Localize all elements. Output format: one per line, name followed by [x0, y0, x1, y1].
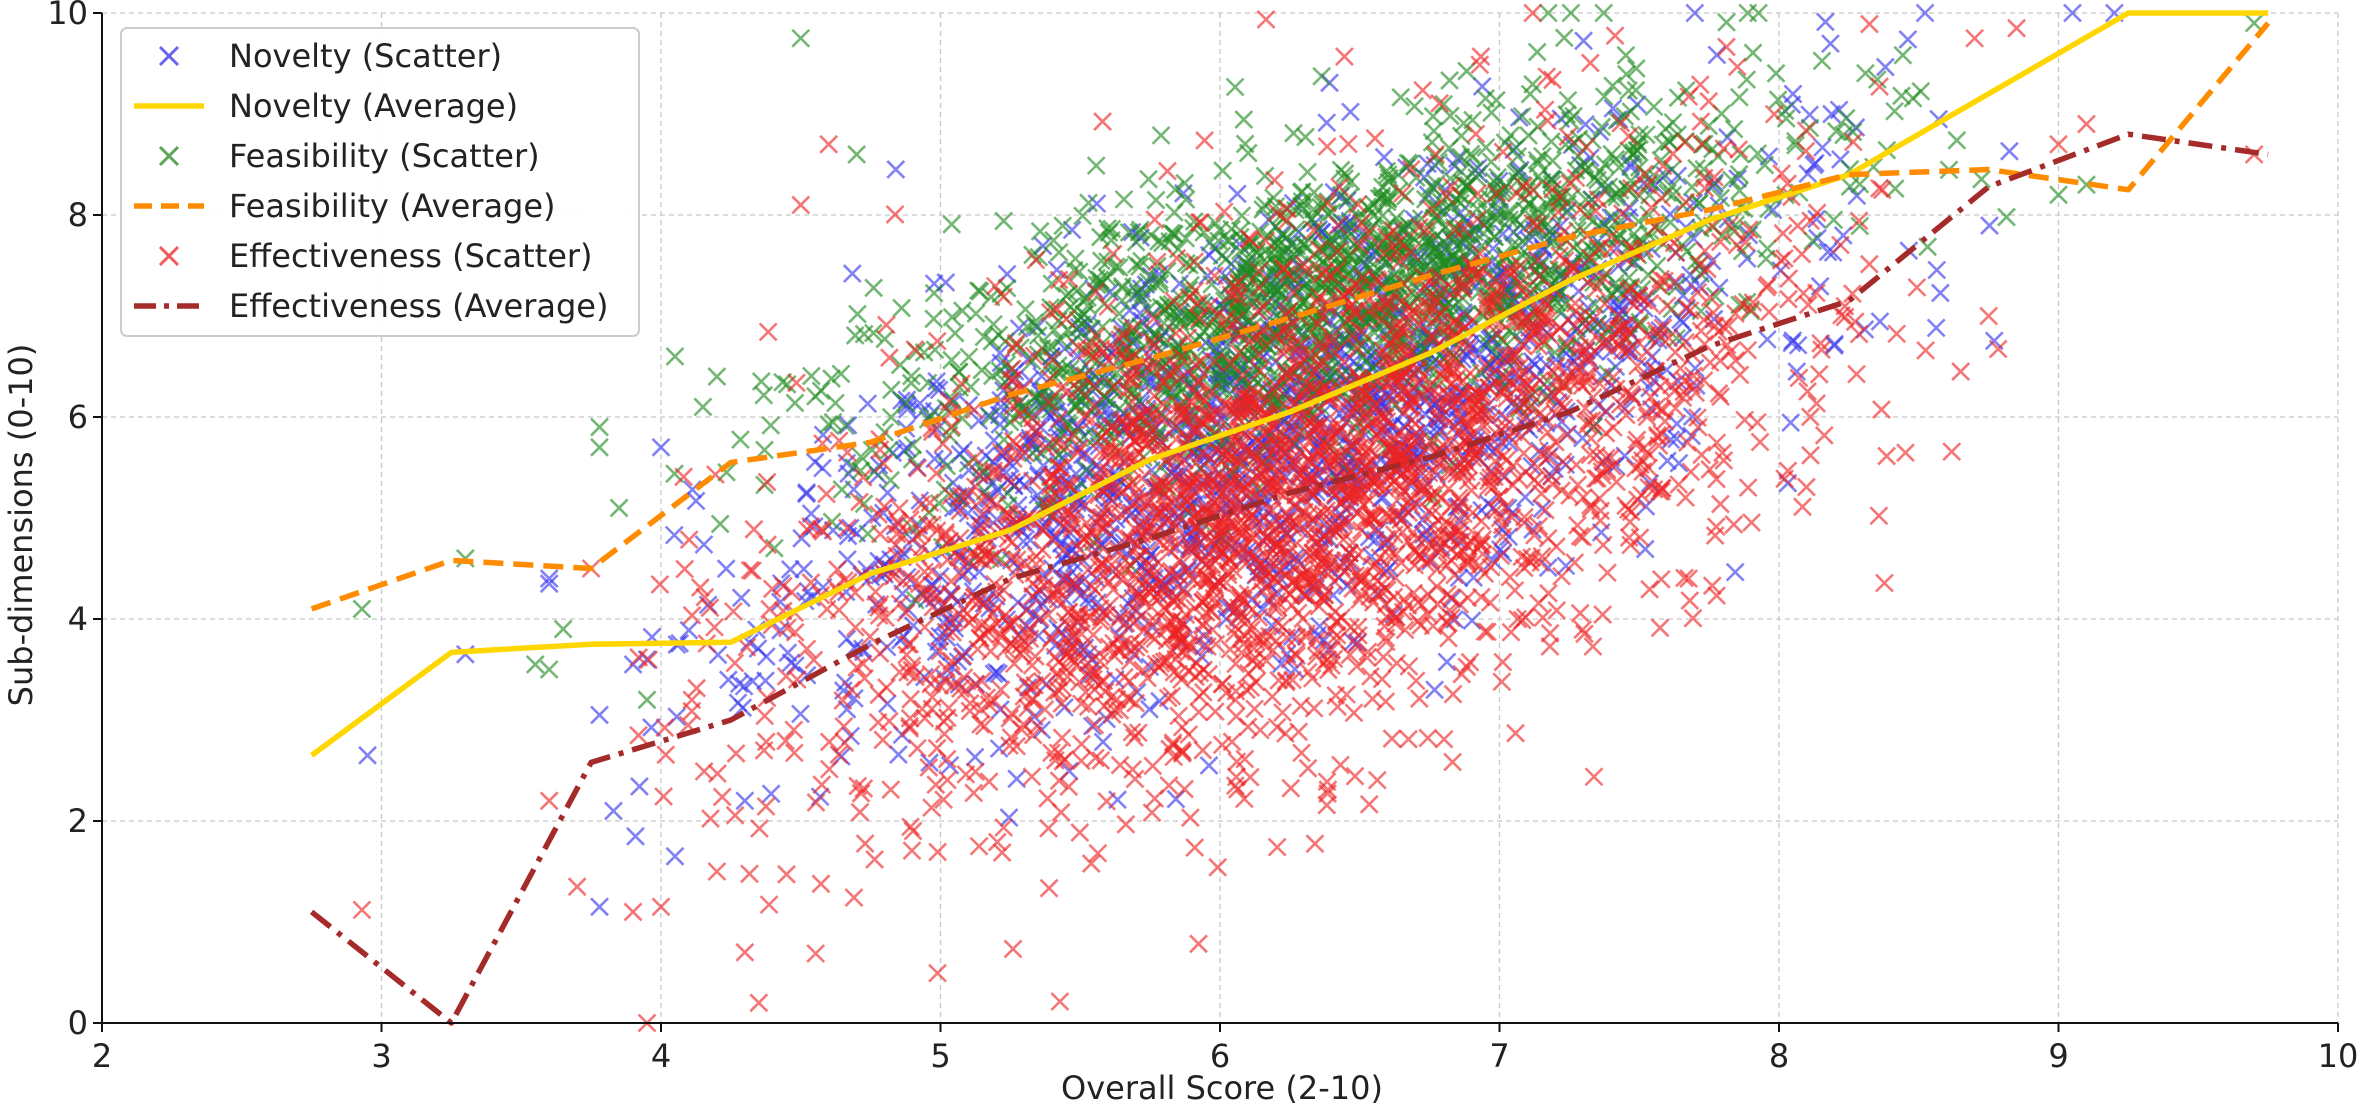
chart-figure: 23456789100246810 Novelty (Scatter)Novel…	[0, 0, 2361, 1116]
scatter-chart: 23456789100246810 Novelty (Scatter)Novel…	[0, 0, 2361, 1116]
